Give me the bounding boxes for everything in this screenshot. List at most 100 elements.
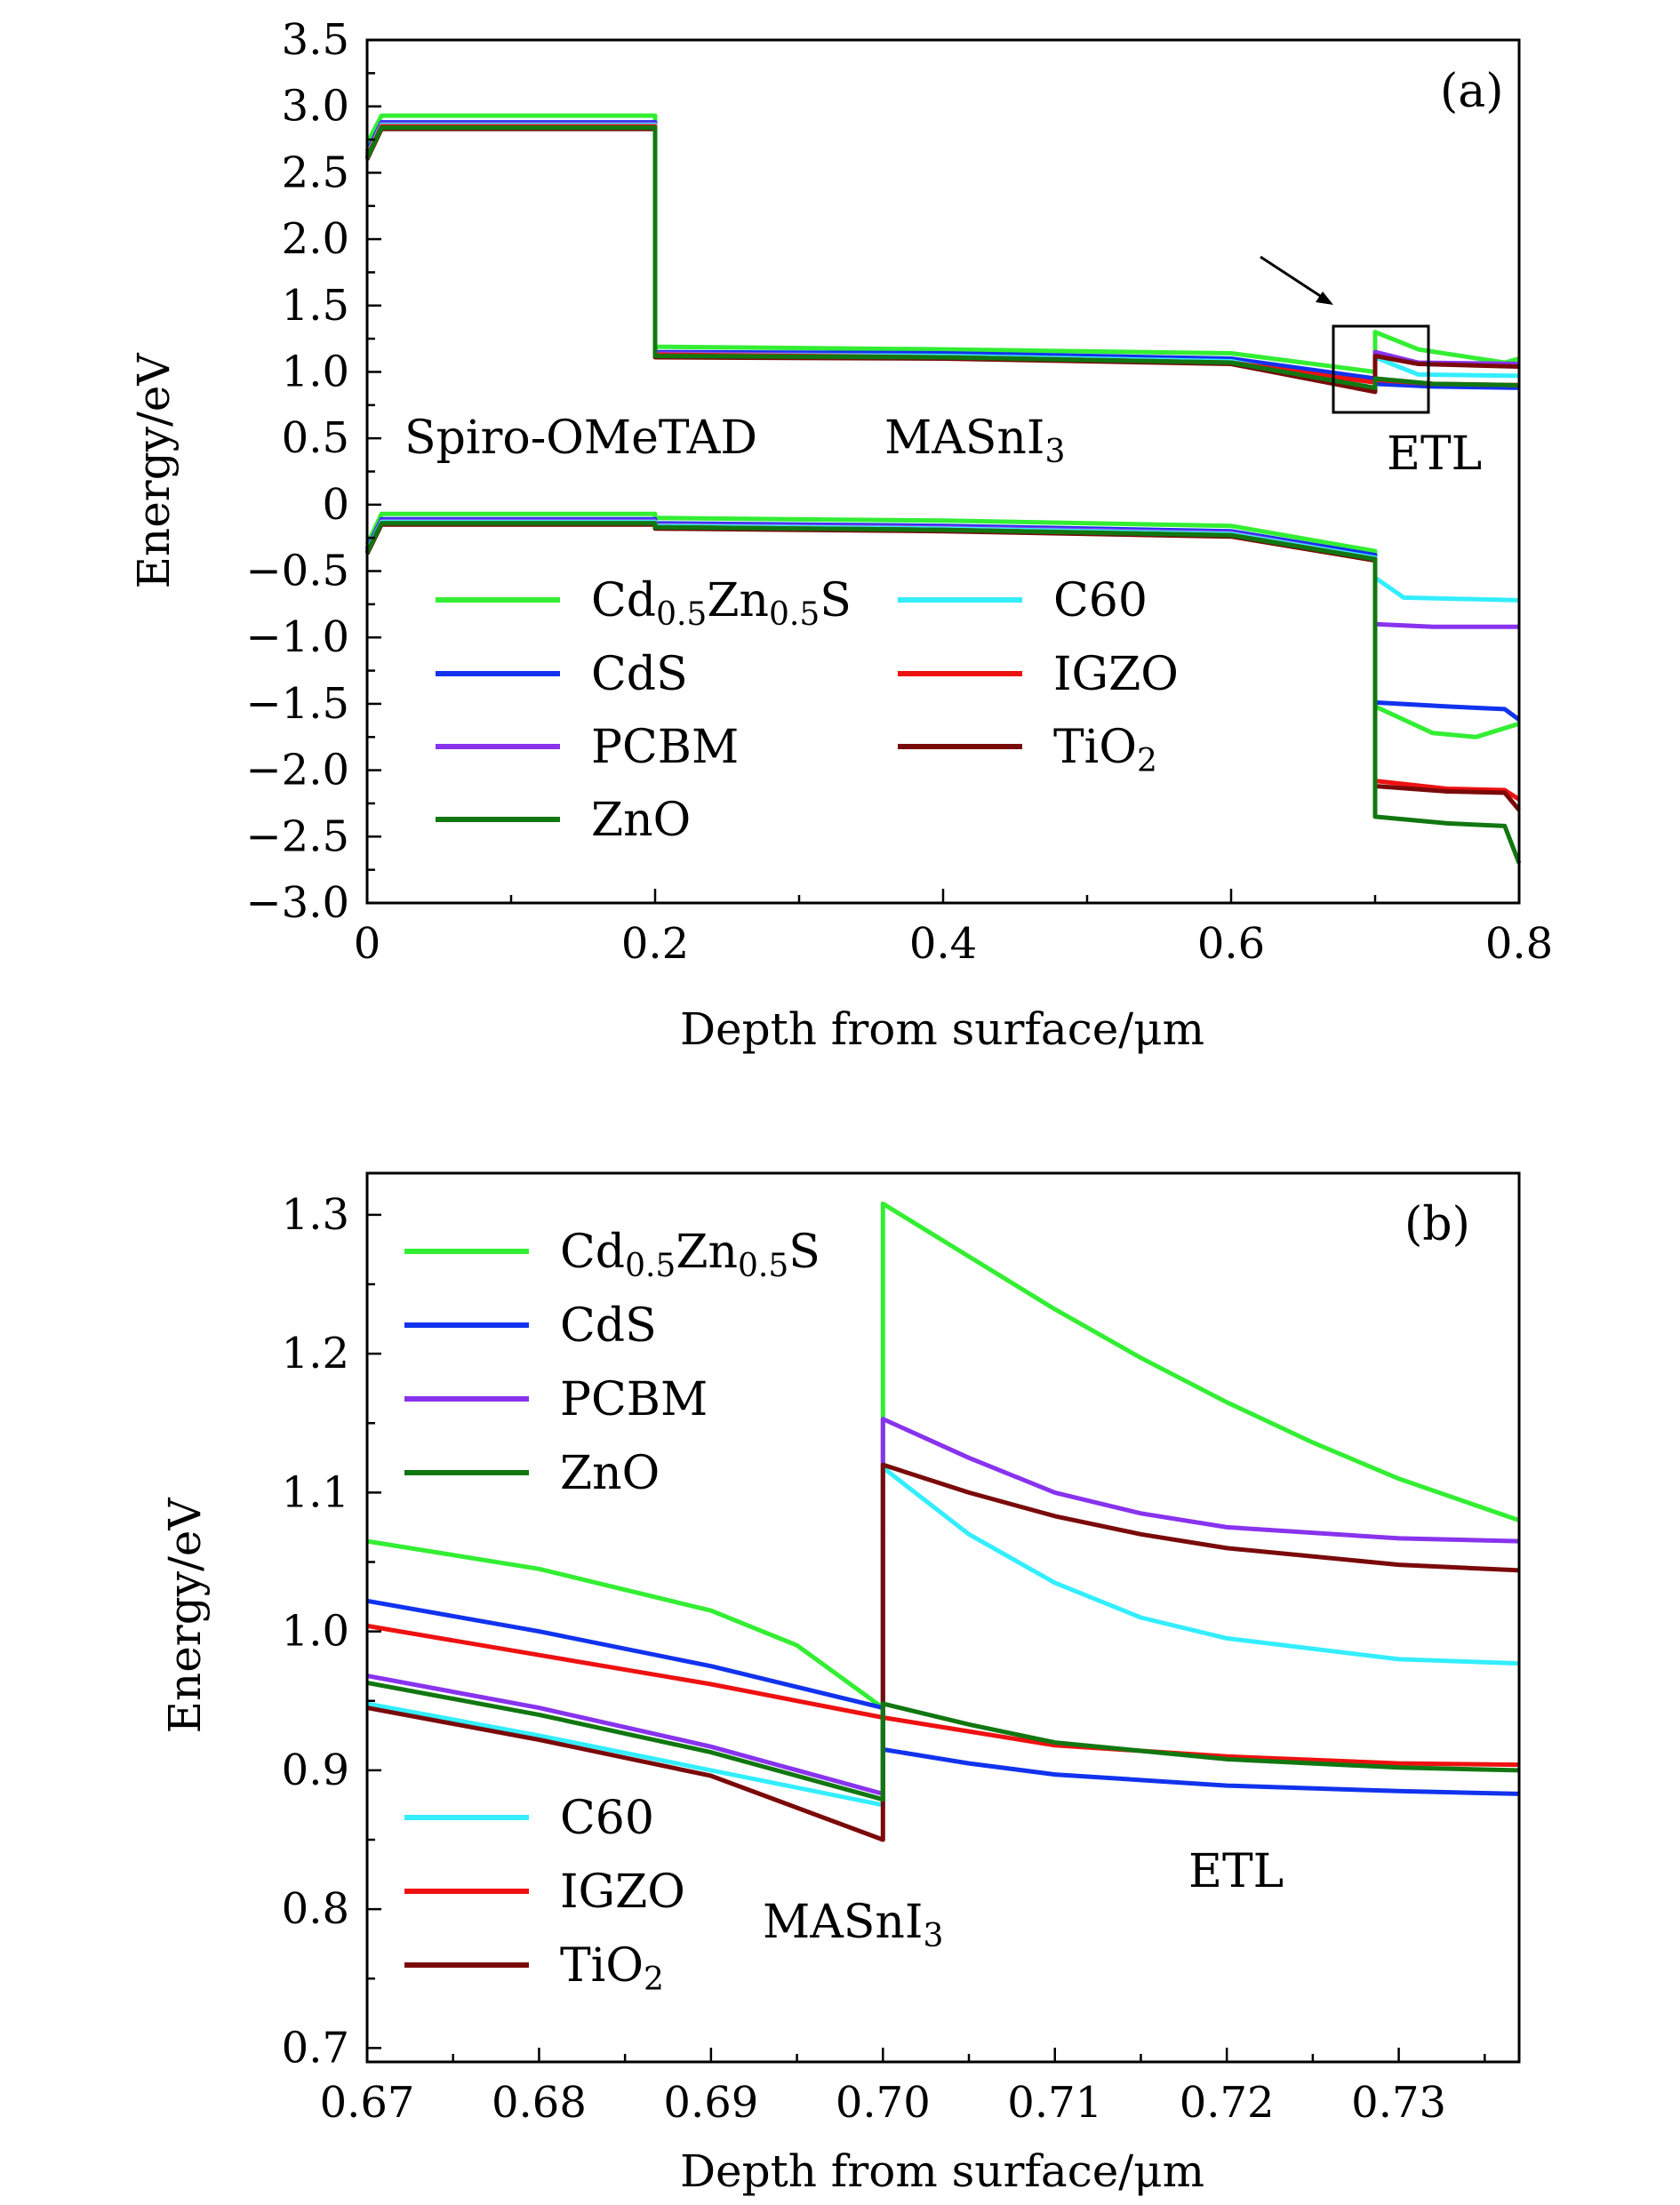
panel-b-plot-area [366, 1201, 1520, 1842]
panel-a-label: (a) [1440, 65, 1504, 118]
panel-b-label: (b) [1404, 1198, 1470, 1251]
panel-a-series-cd0-5zn0-5s-cb [364, 113, 1520, 374]
panel-b-x-tick-label: 0.69 [663, 2078, 758, 2128]
panel-a-x-tick-label: 0.6 [1197, 919, 1265, 969]
panel-a-htl-label: Spiro-OMeTAD [404, 411, 757, 465]
panel-a-legend-item-c60: C60 [898, 574, 1148, 627]
panel-a-y-tick-label: −2.0 [245, 746, 349, 795]
panel-a-etl-label: ETL [1387, 427, 1482, 481]
panel-a-series-igzo-cb [364, 124, 1520, 387]
panel-b-legend-item-tio2: TiO2 [404, 1939, 664, 1998]
panel-a-legend-item-igzo: IGZO [898, 648, 1179, 701]
panel-b-axis-ticks: 0.67 0.68 0.69 0.70 0.71 0.72 0.73 1.3 1.2 1.1 1.0… [282, 1190, 1486, 2128]
panel-b-x-tick-label: 0.72 [1180, 2078, 1275, 2128]
panel-a-series-tio2-vb [364, 522, 1521, 812]
panel-b-legend-label: Cd0.5Zn0.5S [560, 1226, 820, 1284]
panel-a-y-tick-label: 2.5 [282, 148, 349, 197]
panel-a-x-tick-label: 0.8 [1485, 919, 1553, 969]
panel-b-legend-item-igzo: IGZO [404, 1865, 685, 1919]
panel-b-y-tick-label: 1.2 [282, 1329, 349, 1378]
panel-a-x-tick-label: 0.4 [909, 919, 977, 969]
panel-b: 0.67 0.68 0.69 0.70 0.71 0.72 0.73 1.3 1.2 1.1 1.0… [159, 1171, 1521, 2197]
panel-a-y-tick-label: −0.5 [245, 547, 349, 596]
panel-a-y-tick-label: 0.5 [282, 413, 349, 463]
panel-a-y-tick-label: 1.0 [282, 347, 349, 396]
panel-a-y-tick-label: −1.0 [245, 612, 349, 662]
panel-a-legend-label: IGZO [1053, 648, 1179, 701]
panel-a-series-zno-vb [364, 521, 1522, 865]
panel-b-legend-label: PCBM [560, 1373, 708, 1426]
panel-b-y-tick-label: 0.9 [282, 1746, 349, 1795]
panel-b-y-axis-label: Energy/eV [159, 1498, 211, 1734]
panel-b-legend-bottom: C60 IGZO TiO2 [404, 1792, 685, 1998]
panel-b-etl-label: ETL [1188, 1845, 1284, 1898]
panel-a-legend-label: Cd0.5Zn0.5S [591, 574, 852, 633]
panel-b-x-tick-label: 0.70 [836, 2078, 931, 2128]
panel-a-series-cds-vb [364, 516, 1521, 722]
panel-a-legend-label: CdS [591, 648, 688, 701]
panel-a-legend-item-pcbm: PCBM [436, 721, 739, 774]
panel-b-legend-item-cd0-5zn0-5s: Cd0.5Zn0.5S [404, 1226, 820, 1284]
panel-b-x-axis-label: Depth from surface/μm [680, 2145, 1204, 2197]
panel-a-legend-item-tio2: TiO2 [898, 721, 1157, 779]
panel-a-legend-label: C60 [1053, 574, 1148, 627]
panel-a-series-c60-vb [364, 519, 1520, 603]
panel-b-legend-item-c60: C60 [404, 1792, 654, 1845]
panel-a-x-tick-label: 0 [354, 919, 381, 969]
panel-a-x-tick-label: 0.2 [621, 919, 689, 969]
panel-b-legend-item-pcbm: PCBM [404, 1373, 708, 1426]
panel-a-zoom-box [1332, 324, 1430, 414]
panel-a: 0 0.2 0.4 0.6 0.8 3.5 3.0 2.5 2.0 1.5 1.0 0.5 0 −0.5 −… [128, 15, 1553, 1055]
panel-b-series-igzo [366, 1623, 1520, 1768]
panel-a-y-axis-label: Energy/eV [128, 353, 180, 589]
panel-b-legend-label: C60 [560, 1792, 654, 1845]
panel-a-y-tick-label: 3.0 [282, 82, 349, 132]
panel-a-absorber-label: MASnI3 [884, 411, 1065, 470]
panel-b-series-cds [366, 1598, 1520, 1796]
panel-b-legend-label: IGZO [560, 1865, 685, 1919]
panel-a-series-igzo-vb [364, 521, 1521, 802]
panel-b-series-zno [366, 1680, 1520, 1802]
panel-a-x-axis-label: Depth from surface/μm [680, 1003, 1204, 1055]
panel-b-y-tick-label: 1.0 [282, 1607, 349, 1657]
panel-a-legend-item-cds: CdS [436, 648, 688, 701]
panel-b-x-tick-label: 0.67 [320, 2078, 415, 2128]
panel-a-legend-label: TiO2 [1053, 721, 1157, 779]
panel-b-x-tick-label: 0.73 [1351, 2078, 1446, 2128]
panel-b-absorber-label: MASnI3 [763, 1896, 943, 1954]
panel-a-series-pcbm-vb [364, 518, 1519, 629]
panel-b-legend-top: Cd0.5Zn0.5S CdS PCBM ZnO [404, 1226, 820, 1500]
panel-b-series-pcbm [366, 1417, 1520, 1796]
panel-a-y-tick-label: 2.0 [282, 214, 349, 264]
panel-a-legend: Cd0.5Zn0.5S CdS PCBM ZnO C60 IGZO TiO2 [436, 574, 1179, 847]
panel-b-y-tick-label: 1.3 [282, 1190, 349, 1240]
panel-b-legend-label: CdS [560, 1299, 657, 1353]
panel-a-y-tick-label: −1.5 [245, 679, 349, 729]
panel-b-y-tick-label: 0.7 [282, 2023, 349, 2073]
panel-a-legend-label: ZnO [591, 794, 691, 847]
panel-a-y-tick-label: 1.5 [282, 281, 349, 331]
panel-b-series-c60 [366, 1465, 1520, 1808]
panel-a-axis-ticks: 0 0.2 0.4 0.6 0.8 3.5 3.0 2.5 2.0 1.5 1.0 0.5 0 −0.5 −… [245, 15, 1553, 969]
panel-a-y-tick-label: 3.5 [282, 15, 349, 65]
panel-a-series-zno-cb [364, 125, 1520, 390]
panel-b-legend-item-cds: CdS [404, 1299, 657, 1353]
panel-a-y-tick-label: −3.0 [245, 878, 349, 928]
panel-b-y-tick-label: 1.1 [282, 1467, 349, 1517]
panel-a-plot-area [364, 113, 1522, 865]
panel-b-series-tio2 [366, 1462, 1520, 1842]
panel-a-y-tick-label: 0 [322, 480, 349, 530]
panel-a-legend-item-zno: ZnO [436, 794, 691, 847]
panel-a-frame [365, 38, 1521, 905]
panel-b-x-tick-label: 0.71 [1007, 2078, 1102, 2128]
panel-b-series-cd0-5zn0-5s [366, 1201, 1520, 1711]
panel-b-y-tick-label: 0.8 [282, 1884, 349, 1934]
panel-a-zoom-arrow [1260, 255, 1333, 305]
panel-b-legend-item-zno: ZnO [404, 1447, 660, 1500]
panel-a-legend-item-cd0-5zn0-5s: Cd0.5Zn0.5S [436, 574, 852, 633]
panel-a-legend-label: PCBM [591, 721, 739, 774]
panel-b-x-tick-label: 0.68 [492, 2078, 587, 2128]
panel-a-y-tick-label: −2.5 [245, 811, 349, 861]
panel-a-series-cd0-5zn0-5s-vb [364, 511, 1520, 739]
